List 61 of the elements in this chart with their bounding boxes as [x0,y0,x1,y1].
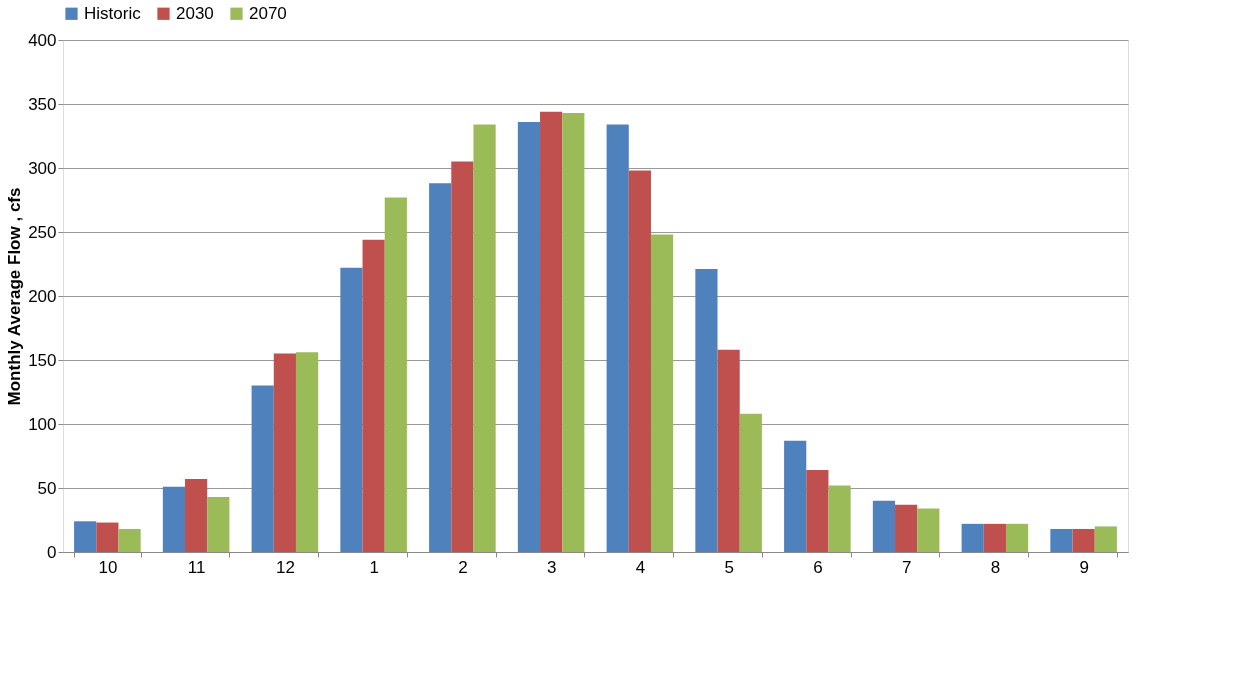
bar [162,486,186,552]
bar [895,504,918,552]
x-tick-label: 6 [813,557,823,577]
x-tick-label: 7 [901,557,912,577]
bar [74,521,97,552]
bar [429,183,452,552]
bar [185,479,208,552]
bar [96,522,119,552]
bar [806,470,829,552]
x-tick-label: 1 [369,557,379,577]
y-tick-label: 250 [28,222,57,242]
bar [1005,523,1029,552]
x-tick-label: 9 [1079,557,1089,577]
bar [1072,528,1095,552]
y-tick-label: 50 [37,478,57,498]
y-tick-label: 200 [28,286,57,306]
legend-label: Historic [84,3,142,23]
x-tick-label: 11 [187,557,206,577]
y-tick-label: 350 [28,94,57,114]
y-axis-title: Monthly Average Flow , cfs [5,187,25,406]
bar [340,267,363,552]
x-tick-label: 12 [275,557,295,577]
bar [628,170,651,552]
y-tick-label: 100 [28,414,57,434]
bar [273,353,296,552]
bar [983,523,1006,552]
bar [562,112,585,552]
bar [961,523,984,552]
bar [118,528,141,552]
bar [251,385,274,552]
bar [650,234,674,552]
x-tick-label: 5 [724,557,734,577]
bar [917,508,940,552]
bar [207,496,230,552]
bar [784,440,807,552]
bar [362,239,385,552]
bar [872,500,896,552]
bar [717,349,740,552]
legend-label: 2070 [249,3,287,23]
x-tick-label: 10 [98,557,118,577]
bar [451,161,474,552]
bar [540,111,563,552]
x-tick-label: 4 [635,557,646,577]
legend-label: 2030 [176,3,214,23]
bar [606,124,629,552]
bar [1050,528,1073,552]
bar [473,124,496,552]
y-tick-label: 0 [47,542,57,562]
bar [1094,526,1117,552]
bar [695,269,718,552]
bar [384,197,407,552]
x-tick-label: 3 [546,557,557,577]
bar [295,352,319,552]
x-tick-label: 2 [458,557,468,577]
y-tick-label: 150 [28,350,57,370]
x-tick-label: 8 [990,557,1001,577]
bar [828,485,851,552]
y-tick-label: 400 [28,30,57,50]
bar [517,121,541,552]
bar [739,413,762,552]
y-tick-label: 300 [28,158,57,178]
